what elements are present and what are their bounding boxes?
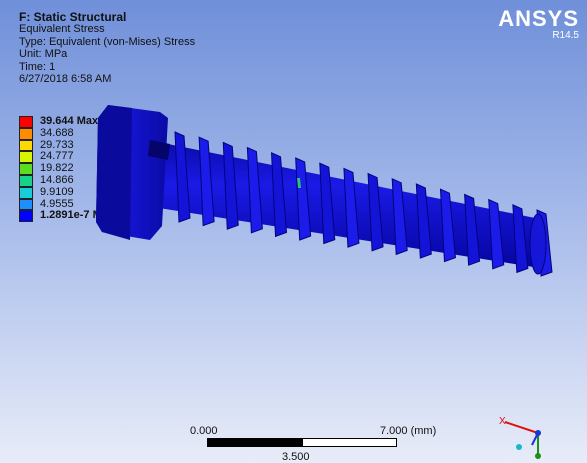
legend-swatch: [19, 174, 33, 187]
thread-flank: [343, 167, 360, 248]
legend-label: 1.2891e-7 Min: [40, 209, 112, 222]
thread-flank: [439, 188, 457, 263]
analysis-title: F: Static Structural: [19, 10, 127, 24]
legend-swatch: [19, 210, 33, 223]
thread-flank: [367, 172, 384, 252]
ansys-version: R14.5: [552, 30, 579, 41]
legend-label: 34.688: [40, 126, 74, 139]
thread-flank: [391, 178, 408, 256]
result-unit: Unit: MPa: [19, 48, 68, 61]
ansys-logo: ANSYS: [498, 6, 579, 31]
legend-label: 4.9555: [40, 197, 74, 210]
ansys-brand: ANSYS R14.5: [498, 6, 579, 41]
scale-bar-black: [207, 438, 302, 447]
legend-label: 19.822: [40, 162, 74, 175]
legend-label: 39.644 Max: [40, 115, 99, 127]
legend-swatch: [19, 198, 33, 211]
scale-bar: 0.000 7.000 (mm) 3.500: [190, 425, 450, 463]
result-timestamp: 6/27/2018 6:58 AM: [19, 73, 112, 86]
thread-flank: [174, 131, 191, 223]
legend-label: 9.9109: [40, 185, 74, 198]
thread-flank: [222, 141, 239, 230]
result-time: Time: 1: [19, 60, 56, 73]
legend-swatch: [19, 186, 33, 199]
thread-flank: [415, 183, 432, 259]
legend-label: 29.733: [40, 138, 74, 151]
thread-flank: [488, 198, 505, 270]
thread-flank: [198, 136, 215, 227]
legend-swatch: [19, 116, 33, 128]
result-type: Type: Equivalent (von-Mises) Stress: [19, 35, 196, 48]
legend-swatch: [19, 163, 33, 175]
scale-mid-label: 3.500: [282, 451, 310, 463]
result-info-block: F: Static Structural Equivalent Stress T…: [19, 11, 195, 85]
thread-flank: [512, 204, 529, 274]
screw-model: [96, 105, 553, 277]
green-spot: [297, 178, 301, 188]
thread-flank: [270, 152, 288, 238]
screw-threads: [174, 131, 553, 277]
thread-flank: [246, 146, 263, 234]
legend-label: 14.866: [40, 173, 74, 186]
scale-left-label: 0.000: [190, 425, 218, 437]
screw-tip: [529, 213, 547, 275]
thread-flank: [319, 162, 336, 245]
scale-bar-white: [302, 438, 397, 447]
thread-flank: [464, 193, 481, 266]
screw-head-side: [96, 105, 132, 240]
legend-swatch: [19, 139, 33, 152]
legend-swatch: [19, 127, 33, 140]
legend-swatch: [19, 151, 33, 164]
scale-right-label: 7.000 (mm): [380, 425, 437, 437]
result-name: Equivalent Stress: [19, 23, 105, 36]
screw-head-slot: [148, 140, 170, 160]
legend-label: 24.777: [40, 150, 74, 163]
